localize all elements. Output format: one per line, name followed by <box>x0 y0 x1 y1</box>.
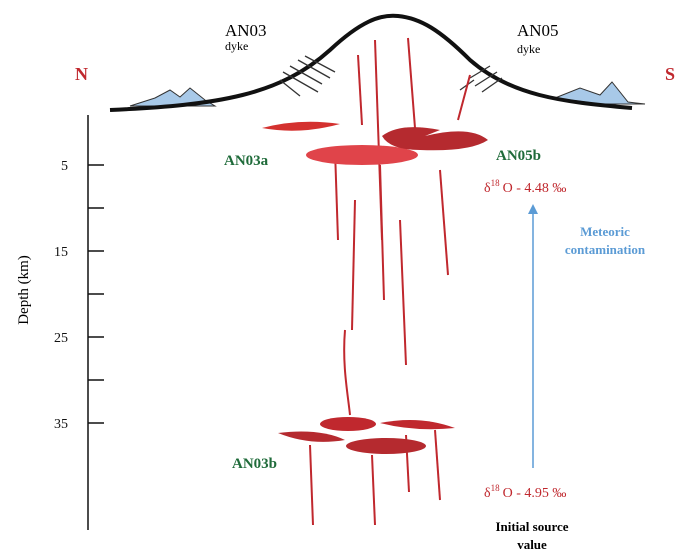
sample-label: AN03a <box>224 153 269 169</box>
dyke-hatch-right <box>459 65 503 93</box>
arrow-label: contamination <box>565 242 646 257</box>
axis-label: Depth (km) <box>16 255 32 325</box>
sample-label: AN03b <box>232 456 277 472</box>
dyke-type: dyke <box>225 39 248 53</box>
surface-profile <box>109 13 633 112</box>
isotope-value: δ18 O - 4.95 ‰ <box>484 483 566 501</box>
tick-label: 35 <box>54 417 68 432</box>
sample-label: AN05b <box>496 148 541 164</box>
depth-ticks: 5 15 25 35 <box>54 159 104 432</box>
dyke-hatch-left <box>279 55 336 97</box>
isotope-value: δ18 O - 4.48 ‰ <box>484 178 566 196</box>
source-label: value <box>517 537 547 552</box>
tick-label: 25 <box>54 331 68 346</box>
dyke-name: AN05 <box>517 21 559 40</box>
dyke-type: dyke <box>517 42 540 56</box>
tick-label: 5 <box>61 159 68 174</box>
dyke-name: AN03 <box>225 21 267 40</box>
north-label: N <box>75 64 88 84</box>
minor-ticks <box>88 207 104 381</box>
arrow-head <box>528 204 538 214</box>
feeder-dikes <box>309 37 471 526</box>
south-label: S <box>665 64 675 84</box>
sills <box>262 121 488 454</box>
source-label: Initial source <box>495 519 568 534</box>
tick-label: 15 <box>54 245 68 260</box>
arrow-label: Meteoric <box>580 224 630 239</box>
